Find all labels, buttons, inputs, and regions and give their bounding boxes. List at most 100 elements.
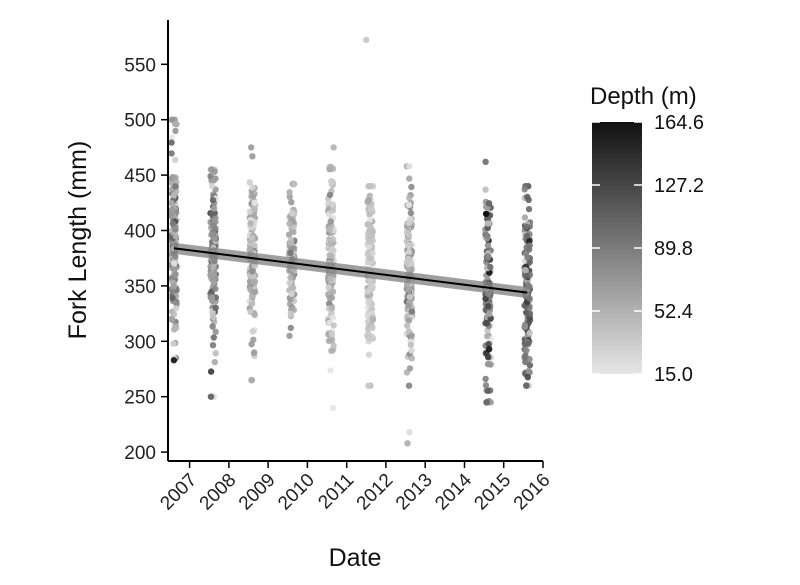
data-point	[211, 358, 218, 366]
data-point	[172, 253, 179, 260]
data-point	[367, 206, 375, 213]
data-point	[330, 322, 337, 329]
data-point	[408, 355, 415, 362]
data-point	[287, 310, 294, 317]
data-point	[484, 224, 491, 232]
data-point	[288, 290, 295, 297]
data-point	[210, 334, 217, 341]
data-point	[522, 272, 530, 279]
data-point	[168, 315, 175, 322]
y-tick-label: 450	[124, 166, 156, 187]
legend-title: Depth (m)	[590, 83, 697, 110]
data-point	[330, 342, 337, 349]
data-point	[328, 246, 336, 253]
data-point	[212, 214, 219, 222]
data-point	[326, 191, 334, 199]
data-point	[521, 354, 528, 361]
y-tick-label: 550	[124, 55, 156, 76]
y-tick-label: 400	[124, 222, 156, 243]
data-point	[168, 211, 175, 218]
data-point	[487, 361, 494, 368]
legend-tick-label: 15.0	[654, 364, 693, 386]
data-point	[171, 260, 178, 267]
data-point	[483, 232, 491, 239]
data-point	[523, 232, 530, 240]
x-tick-label: 2011	[314, 470, 358, 514]
data-point	[326, 294, 333, 301]
x-tick-label: 2012	[353, 470, 398, 515]
data-point	[287, 239, 295, 246]
data-point	[251, 349, 258, 356]
data-point	[251, 206, 258, 213]
data-point	[482, 295, 489, 302]
data-point	[526, 356, 533, 363]
data-point	[211, 205, 218, 212]
data-point	[209, 342, 217, 349]
data-point-outlier	[363, 36, 370, 44]
trend-line	[173, 247, 528, 294]
data-point	[521, 186, 528, 193]
data-point	[369, 228, 376, 235]
data-point	[405, 242, 412, 250]
data-point	[403, 229, 411, 236]
data-point	[408, 332, 415, 339]
data-point	[407, 341, 414, 349]
data-point	[365, 196, 372, 203]
data-point	[405, 302, 412, 309]
data-point	[329, 207, 336, 214]
data-point	[327, 218, 334, 225]
data-point	[250, 336, 257, 343]
data-point-outlier	[482, 210, 490, 218]
legend-ticks: 164.6 127.2 89.8 52.4 15.0	[592, 112, 704, 386]
data-point	[405, 317, 413, 324]
data-point	[483, 399, 490, 406]
data-point	[329, 201, 336, 208]
data-point	[408, 183, 415, 191]
x-tick-label: 2007	[156, 470, 201, 515]
data-point	[485, 340, 492, 348]
data-point	[209, 323, 216, 330]
data-point	[170, 266, 178, 273]
data-point	[251, 311, 258, 319]
data-point	[290, 224, 297, 231]
data-point	[168, 134, 176, 141]
data-point	[524, 374, 531, 381]
data-point	[288, 199, 295, 206]
data-point	[290, 228, 297, 236]
data-point-outlier	[404, 440, 411, 447]
data-point	[365, 310, 372, 318]
data-point	[252, 288, 259, 296]
data-point	[248, 144, 255, 151]
data-point	[210, 278, 218, 286]
data-point	[325, 284, 332, 291]
data-point	[288, 209, 296, 217]
data-point	[169, 220, 177, 227]
data-point	[367, 284, 375, 292]
data-point	[484, 387, 491, 394]
data-point	[406, 293, 414, 300]
data-point	[329, 404, 337, 411]
data-point	[406, 219, 413, 226]
data-point	[523, 223, 530, 230]
x-tick-label: 2016	[510, 470, 555, 515]
data-point	[286, 220, 293, 227]
data-point	[365, 382, 372, 389]
data-point	[328, 330, 336, 338]
data-point	[482, 186, 489, 193]
data-point	[249, 153, 256, 160]
data-point	[521, 214, 529, 221]
x-tick-label: 2013	[392, 470, 437, 515]
data-point	[524, 340, 532, 348]
x-tick-label: 2010	[274, 470, 319, 515]
data-point	[485, 253, 492, 260]
data-point	[485, 303, 492, 310]
data-point	[210, 264, 217, 271]
x-axis-title: Date	[329, 544, 382, 572]
data-point	[172, 156, 179, 164]
data-point	[210, 177, 217, 184]
data-point	[484, 220, 492, 227]
data-point	[522, 266, 529, 274]
data-point	[487, 263, 494, 271]
y-tick-label: 500	[124, 111, 156, 132]
